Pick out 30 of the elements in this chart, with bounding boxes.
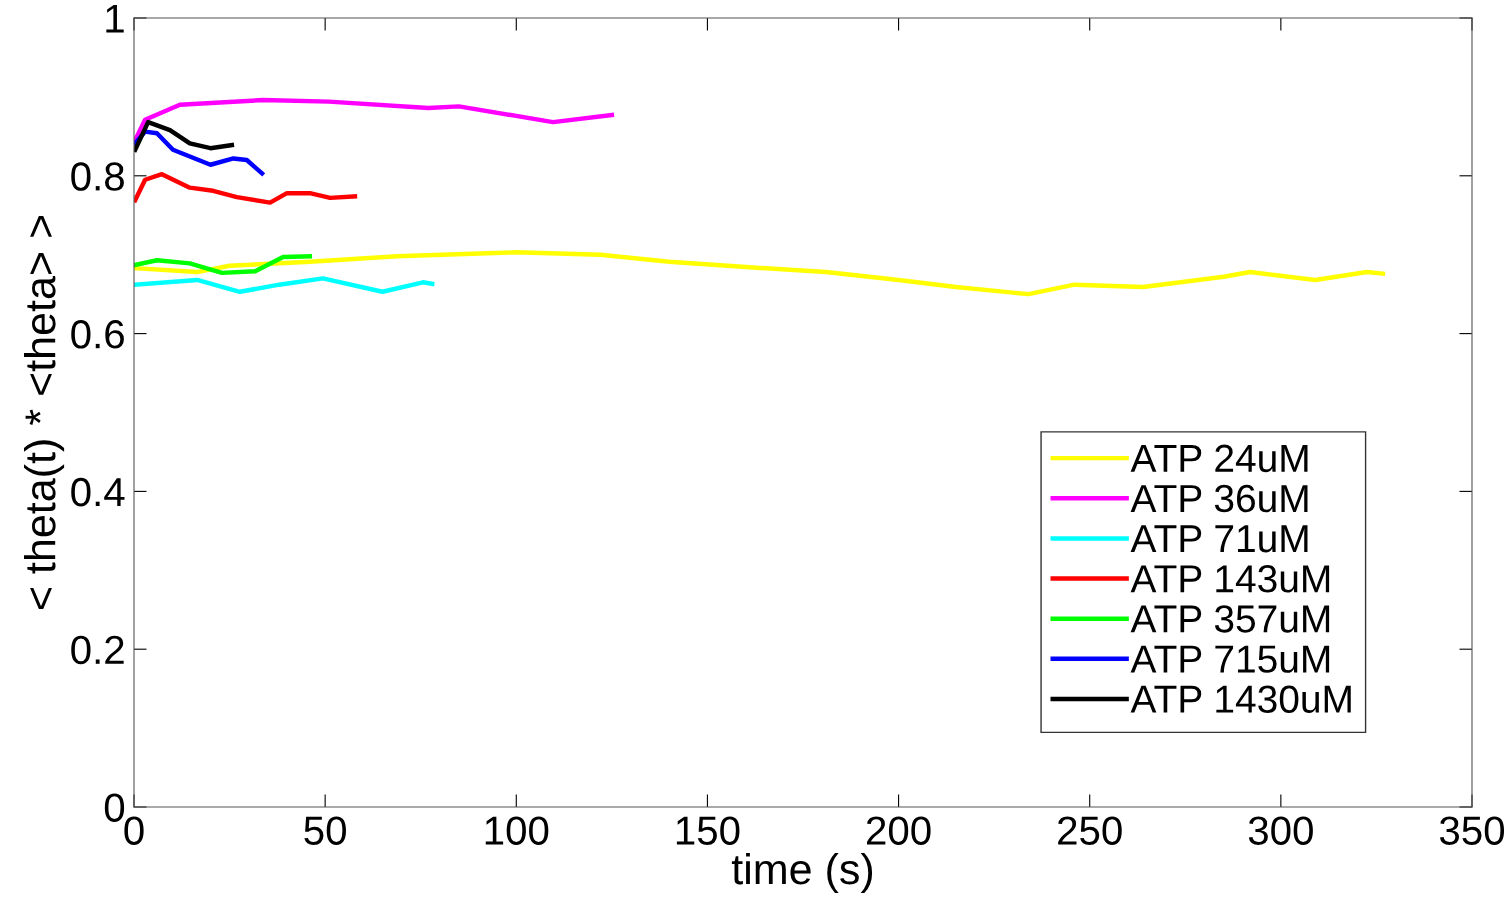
legend-label: ATP 24uM <box>1130 444 1308 473</box>
line-series <box>134 250 1386 297</box>
legend-label: ATP 143uM <box>1130 565 1330 593</box>
x-tick-label: 200 <box>867 816 931 845</box>
line-series <box>134 172 358 205</box>
legend-label: ATP 715uM <box>1130 645 1330 673</box>
y-tick-label: 0.6 <box>71 320 124 349</box>
legend-label: ATP 1430uM <box>1130 685 1351 713</box>
y-tick-label: 1 <box>106 4 124 33</box>
x-tick-label: 300 <box>1248 816 1313 845</box>
y-axis-title: < theta(t) * <theta> > <box>23 215 65 610</box>
y-tick-label: 0.2 <box>71 635 124 665</box>
x-tick-label: 150 <box>676 816 740 845</box>
legend-label: ATP 71uM <box>1130 525 1308 553</box>
line-series <box>134 276 435 294</box>
x-tick-label: 50 <box>304 816 346 845</box>
x-tick-label: 0 <box>124 816 144 845</box>
y-tick-label: 0.4 <box>71 477 125 507</box>
y-tick-label: 0.8 <box>71 162 124 191</box>
y-tick-label: 0 <box>104 793 125 822</box>
legend-label: ATP 357uM <box>1130 605 1330 633</box>
line-series <box>134 129 265 176</box>
x-axis-title: time (s) <box>731 852 873 893</box>
line-series <box>134 254 313 276</box>
line-series <box>134 119 235 152</box>
x-tick-label: 350 <box>1439 816 1505 845</box>
x-tick-label: 100 <box>485 816 549 845</box>
legend-label: ATP 36uM <box>1130 484 1308 513</box>
line-series <box>134 97 615 143</box>
x-tick-label: 250 <box>1058 816 1122 845</box>
